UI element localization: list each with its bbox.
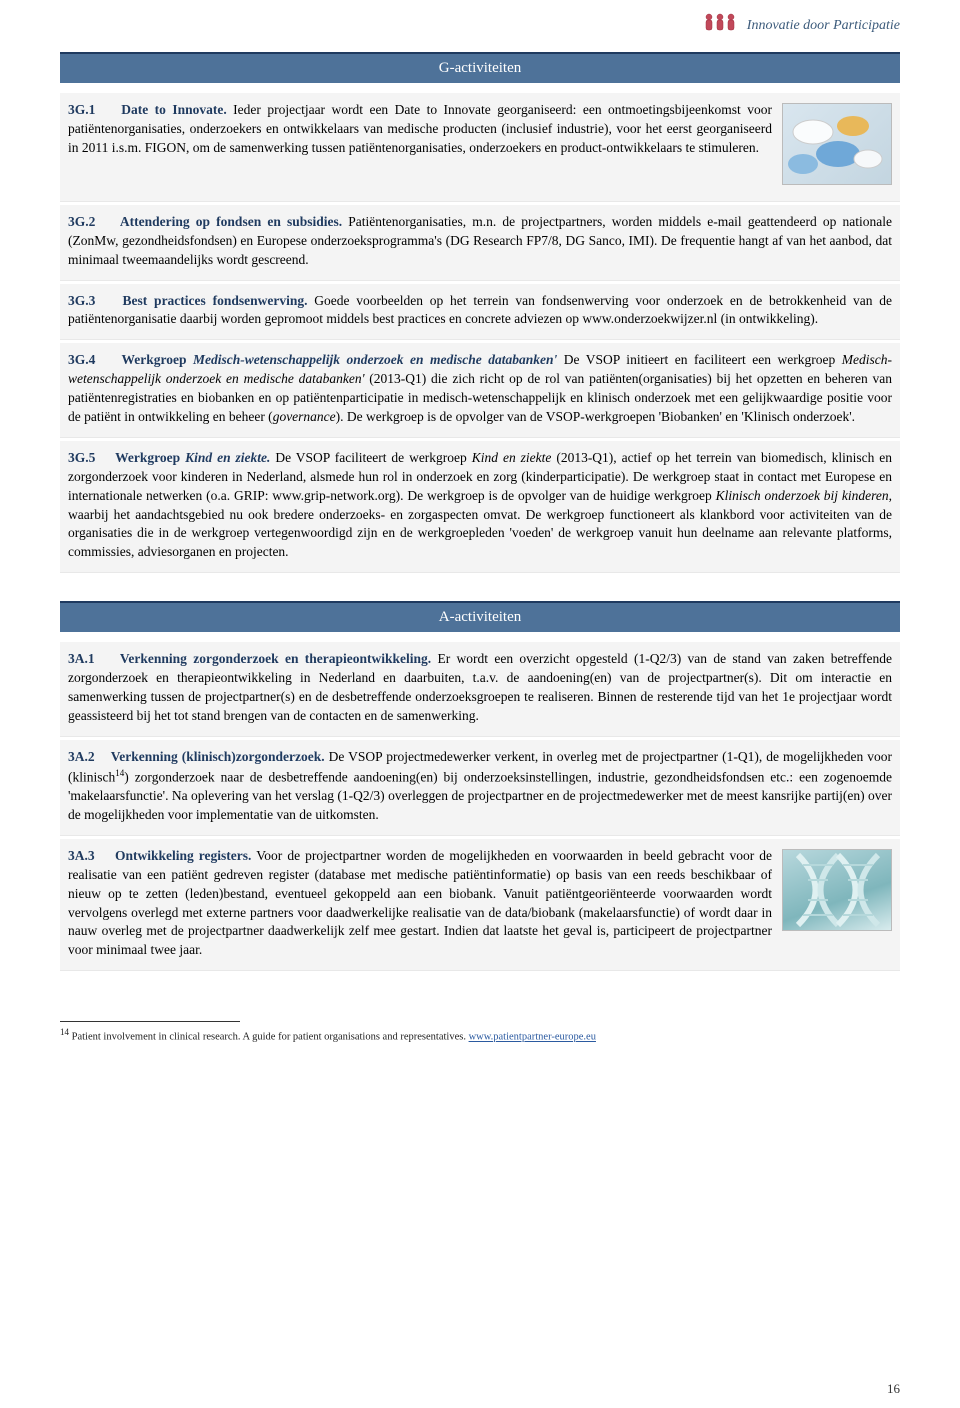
item-3a1: 3A.1 Verkenning zorgonderzoek en therapi… bbox=[60, 642, 900, 737]
page-header: Innovatie door Participatie bbox=[0, 0, 960, 44]
item-body-em2: governance bbox=[273, 409, 336, 424]
item-3g4: 3G.4 Werkgroep Medisch-wetenschappelijk … bbox=[60, 343, 900, 438]
item-body: Voor de projectpartner worden de mogelij… bbox=[68, 848, 772, 957]
footnote-num: 14 bbox=[60, 1027, 69, 1037]
item-title: Best practices fondsenwerving. bbox=[123, 293, 308, 308]
item-3g1: 3G.1 Date to Innovate. Ieder projectjaar… bbox=[60, 93, 900, 202]
item-label: 3G.2 bbox=[68, 214, 95, 229]
item-title: Verkenning zorgonderzoek en therapieontw… bbox=[120, 651, 431, 666]
item-3g3: 3G.3 Best practices fondsenwerving. Goed… bbox=[60, 284, 900, 341]
section-bar-g: G-activiteiten bbox=[60, 52, 900, 83]
item-label: 3A.3 bbox=[68, 848, 95, 863]
pills-image bbox=[782, 103, 892, 185]
item-body-em1: Kind en ziekte bbox=[472, 450, 552, 465]
item-title-pre: Werkgroep bbox=[115, 450, 185, 465]
item-body2: ) zorgonderzoek naar de desbetreffende a… bbox=[68, 769, 892, 822]
item-title: Attendering op fondsen en subsidies. bbox=[120, 214, 342, 229]
section-bar-a: A-activiteiten bbox=[60, 601, 900, 632]
item-body1: De VSOP faciliteert de werkgroep bbox=[270, 450, 471, 465]
item-title: Date to Innovate. bbox=[121, 102, 227, 117]
item-label: 3A.1 bbox=[68, 651, 95, 666]
item-body-em2: Klinisch onderzoek bij kinderen bbox=[716, 488, 889, 503]
dna-image bbox=[782, 849, 892, 931]
header-tagline: Innovatie door Participatie bbox=[747, 16, 900, 36]
item-3g5: 3G.5 Werkgroep Kind en ziekte. De VSOP f… bbox=[60, 441, 900, 573]
item-title: Verkenning (klinisch)zorgonderzoek. bbox=[111, 749, 325, 764]
item-body1: De VSOP initieert en faciliteert een wer… bbox=[557, 352, 842, 367]
item-label: 3G.3 bbox=[68, 293, 95, 308]
footnote-separator bbox=[60, 1021, 240, 1022]
footnote: 14 Patient involvement in clinical resea… bbox=[0, 1026, 960, 1049]
item-label: 3A.2 bbox=[68, 749, 95, 764]
item-title-em: Medisch-wetenschappelijk onderzoek en me… bbox=[193, 352, 557, 367]
footnote-link[interactable]: www.patientpartner-europe.eu bbox=[469, 1032, 596, 1043]
item-label: 3G.1 bbox=[68, 102, 95, 117]
item-body3: ). De werkgroep is de opvolger van de VS… bbox=[336, 409, 855, 424]
item-title-em: Kind en ziekte. bbox=[185, 450, 270, 465]
item-title: Ontwikkeling registers. bbox=[115, 848, 251, 863]
logo-icon bbox=[703, 12, 737, 40]
item-3a3: 3A.3 Ontwikkeling registers. Voor de pro… bbox=[60, 839, 900, 971]
footnote-text: Patient involvement in clinical research… bbox=[69, 1032, 469, 1043]
item-label: 3G.5 bbox=[68, 450, 95, 465]
item-title-pre: Werkgroep bbox=[121, 352, 193, 367]
page-number: 16 bbox=[887, 1380, 900, 1398]
item-3a2: 3A.2 Verkenning (klinisch)zorgonderzoek.… bbox=[60, 740, 900, 836]
item-label: 3G.4 bbox=[68, 352, 95, 367]
item-3g2: 3G.2 Attendering op fondsen en subsidies… bbox=[60, 205, 900, 281]
footnote-ref: 14 bbox=[115, 768, 124, 778]
